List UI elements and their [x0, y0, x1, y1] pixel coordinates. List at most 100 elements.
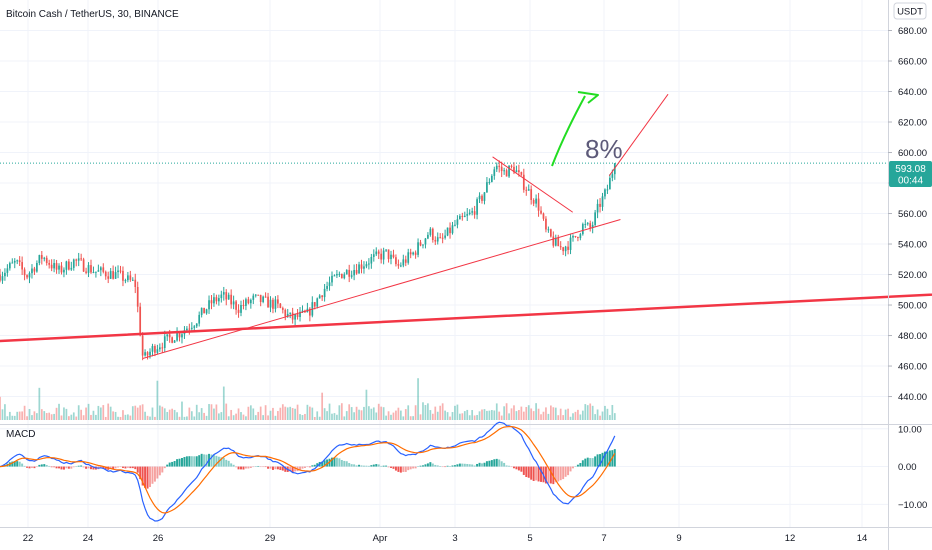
volume-bar — [235, 413, 237, 420]
volume-bar — [277, 411, 279, 420]
volume-bar — [530, 408, 533, 420]
candle-body — [269, 299, 272, 308]
volume-bar — [119, 416, 122, 420]
candle-body — [168, 334, 171, 338]
candle-body — [171, 337, 174, 343]
macd-histogram-bar — [316, 463, 319, 467]
percent-annotation[interactable]: 8% — [585, 134, 623, 164]
candle-body — [574, 235, 577, 238]
macd-histogram-bar — [281, 466, 284, 471]
volume-bar — [222, 386, 225, 420]
candle-body — [385, 249, 387, 251]
symbol-title[interactable]: Bitcoin Cash / TetherUS, 30, BINANCE — [6, 9, 179, 20]
macd-histogram-bar — [512, 466, 515, 469]
candle-body — [417, 242, 419, 255]
volume-bar — [554, 407, 557, 420]
volume-bar — [328, 403, 331, 420]
macd-histogram-bar — [434, 464, 437, 467]
candle-body — [264, 296, 267, 298]
volume-bar — [220, 412, 223, 420]
candle-body — [609, 177, 611, 190]
candle-body — [333, 275, 336, 277]
trendlines[interactable] — [0, 94, 932, 359]
candle-body — [272, 299, 274, 309]
macd-histogram-bar — [589, 458, 592, 467]
volume-bar — [444, 410, 446, 420]
candle-body — [473, 211, 476, 215]
candle-body — [508, 165, 510, 177]
volume-bar — [522, 411, 525, 420]
macd-histogram-bar — [554, 466, 557, 483]
macd-pane — [0, 421, 616, 522]
candle-body — [436, 237, 439, 242]
candle-body — [601, 196, 604, 207]
candle-body — [252, 295, 255, 300]
volume-bar — [31, 415, 33, 420]
volume-bar — [13, 415, 16, 420]
macd-histogram-bar — [117, 466, 120, 468]
volume-bar — [274, 415, 277, 420]
candle-body — [331, 275, 333, 283]
candle-body — [336, 273, 338, 276]
volume-bar — [284, 406, 287, 420]
macd-histogram-bar — [225, 459, 228, 467]
volume-bar — [129, 415, 132, 420]
volume-bar — [562, 415, 565, 420]
volume-bar — [213, 408, 215, 420]
candle-body — [495, 165, 498, 170]
volume-bar — [569, 416, 572, 420]
volume-bar — [230, 409, 233, 420]
candle-body — [112, 271, 114, 279]
volume-bar — [82, 415, 85, 420]
volume-bar — [399, 410, 402, 420]
currency-badge[interactable] — [893, 2, 927, 20]
volume-bar — [269, 410, 272, 420]
macd-histogram-bar — [596, 454, 599, 467]
macd-histogram-bar — [23, 465, 26, 467]
macd-histogram-bar — [40, 464, 43, 467]
volume-bar — [205, 415, 208, 420]
macd-histogram-bar — [586, 457, 589, 467]
macd-histogram-bar — [313, 464, 316, 467]
macd-histogram-bar — [131, 466, 134, 469]
volume-bar — [173, 409, 176, 420]
candle-body — [26, 275, 28, 278]
macd-histogram-bar — [294, 466, 297, 472]
candle-body — [58, 265, 60, 270]
macd-histogram-bar — [242, 466, 245, 470]
candle-body — [220, 294, 223, 299]
candle-body — [277, 299, 279, 304]
candle-body — [299, 311, 301, 318]
macd-histogram-bar — [303, 466, 306, 469]
macd-axis[interactable]: 10.00 0.00 −10.00 — [898, 424, 927, 511]
candle-body — [257, 294, 260, 296]
candle-body — [488, 181, 491, 183]
macd-histogram-bar — [144, 466, 147, 488]
macd-histogram-bar — [338, 458, 341, 467]
macd-histogram-bar — [67, 466, 70, 469]
volume-bar — [336, 414, 338, 420]
volume-bar — [28, 408, 31, 420]
time-axis[interactable]: 22 24 26 29 Apr 3 5 7 9 12 14 — [23, 533, 868, 544]
candle-body — [13, 260, 16, 263]
macd-histogram-bar — [48, 465, 51, 467]
macd-label[interactable]: MACD — [6, 429, 35, 440]
macd-histogram-bar — [264, 466, 267, 468]
macd-histogram-bar — [572, 466, 574, 469]
macd-histogram-bar — [161, 466, 164, 473]
macd-histogram-bar — [456, 464, 459, 467]
volume-bar — [326, 411, 328, 420]
candle-body — [360, 264, 363, 269]
macd-histogram-bar — [358, 464, 361, 467]
volume-bar — [392, 412, 395, 420]
price-tick-label: 520.00 — [898, 270, 927, 281]
candle-body — [188, 328, 191, 330]
projection-arrow[interactable] — [551, 95, 586, 167]
macd-histogram-bar — [431, 463, 434, 467]
candle-body — [90, 265, 92, 273]
candle-body — [412, 252, 415, 255]
price-axis[interactable]: 440.00 460.00 480.00 500.00 520.00 540.00 560.… — [888, 26, 927, 403]
volume-bar — [190, 411, 193, 420]
volume-bar — [333, 413, 336, 420]
